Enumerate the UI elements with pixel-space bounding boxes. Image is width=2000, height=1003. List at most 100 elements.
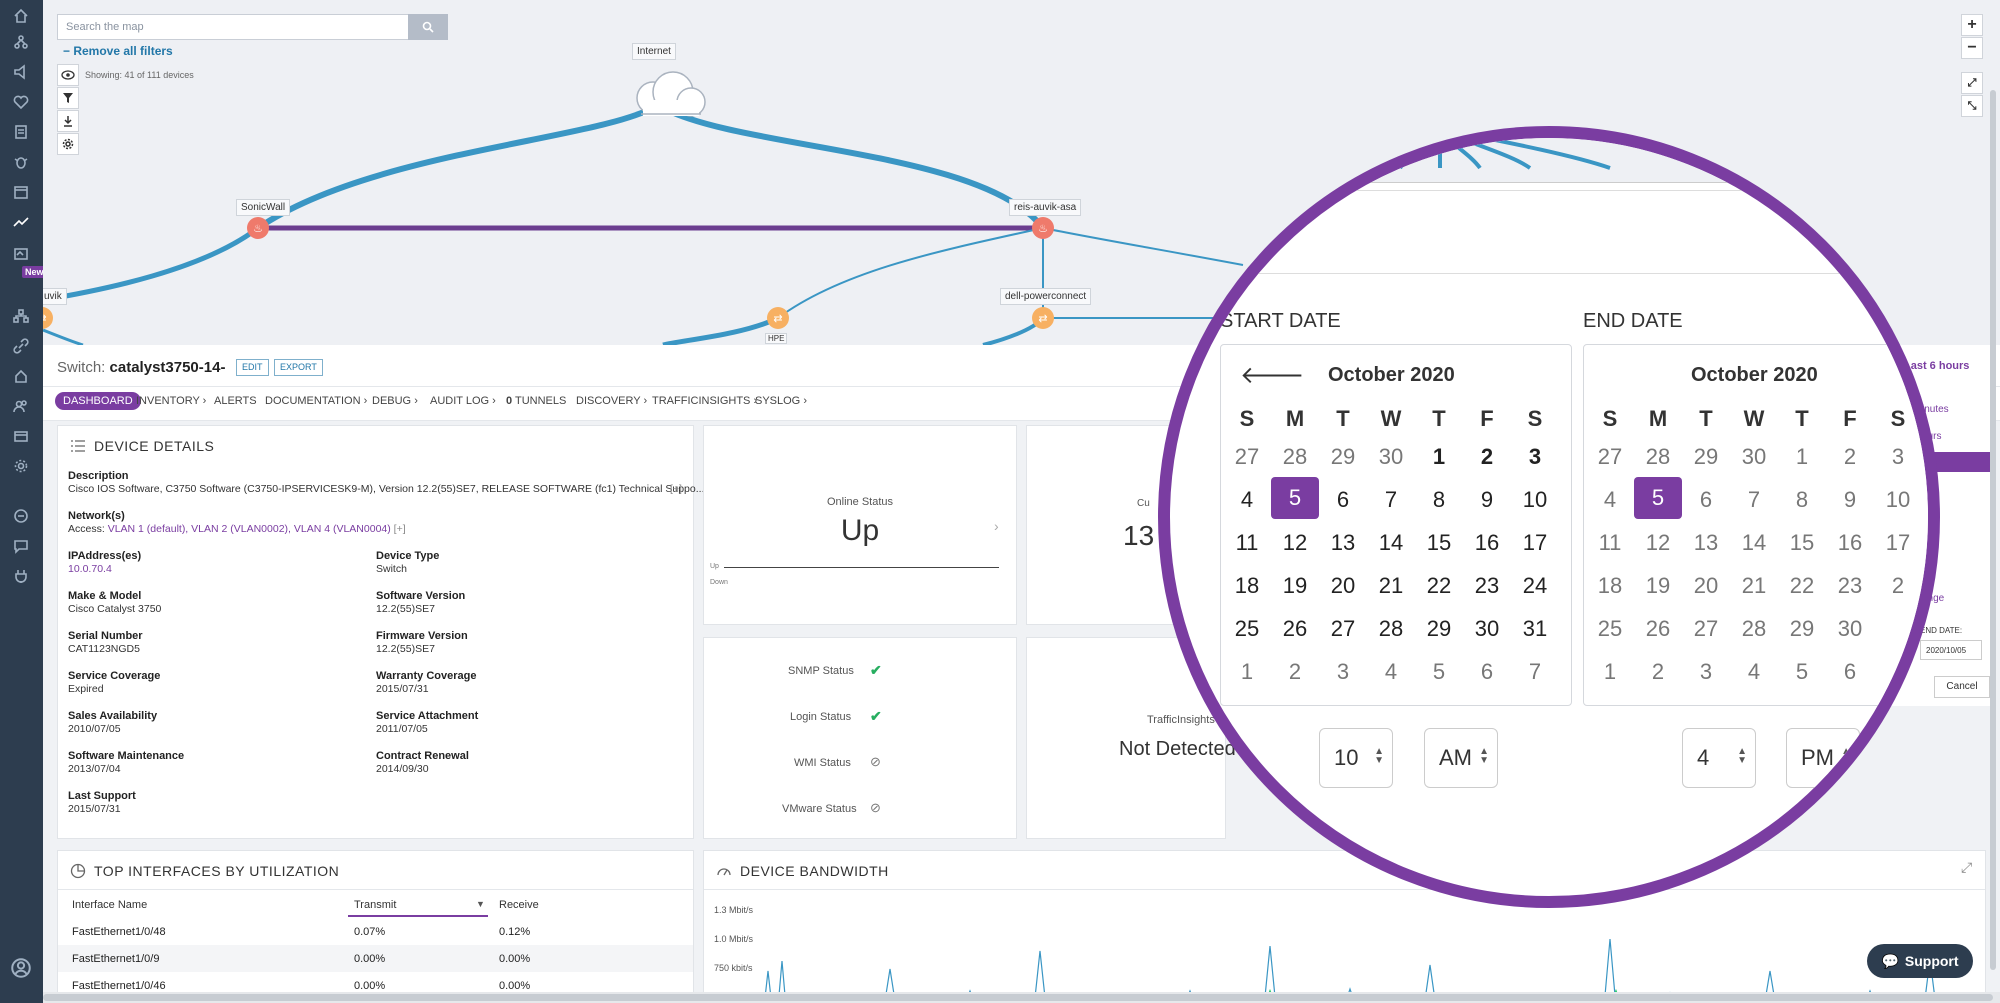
end-day-cell[interactable]: 14: [1741, 530, 1767, 555]
table-row[interactable]: FastEthernet1/0/9 0.00% 0.00%: [58, 945, 693, 972]
end-day-cell[interactable]: 12: [1645, 530, 1671, 555]
start-day-cell[interactable]: 11: [1235, 530, 1259, 555]
start-day-cell[interactable]: 2: [1480, 444, 1494, 469]
fullscreen-icon[interactable]: ⤢: [1961, 859, 1973, 875]
end-day-cell[interactable]: 27: [1693, 616, 1719, 641]
account-icon[interactable]: [10, 956, 32, 978]
reports-icon[interactable]: [11, 122, 31, 142]
node-label-asa[interactable]: reis-auvik-asa: [1009, 199, 1082, 216]
start-day-cell[interactable]: 25: [1234, 616, 1260, 641]
end-day-cell[interactable]: 22: [1789, 573, 1815, 598]
scrollbar-thumb[interactable]: [43, 994, 1993, 1001]
health-icon[interactable]: [11, 92, 31, 112]
end-day-cell[interactable]: 28: [1645, 444, 1671, 469]
end-day-cell[interactable]: 28: [1741, 616, 1767, 641]
start-day-cell[interactable]: 27: [1330, 616, 1356, 641]
column-receive[interactable]: Receive: [499, 899, 539, 911]
start-day-cell[interactable]: 6: [1336, 487, 1350, 512]
node-label-internet[interactable]: Internet: [632, 43, 676, 60]
start-day-cell[interactable]: 20: [1330, 573, 1356, 598]
expand-networks-button[interactable]: [+]: [393, 523, 406, 535]
end-day-cell[interactable]: 7: [1747, 487, 1761, 512]
end-day-cell[interactable]: 23: [1837, 573, 1863, 598]
previous-month-arrow-icon[interactable]: 🡐: [1240, 362, 1305, 389]
end-day-cell[interactable]: 27: [1597, 444, 1623, 469]
settings-icon[interactable]: [11, 456, 31, 476]
start-day-cell[interactable]: 16: [1474, 530, 1500, 555]
start-day-cell[interactable]: 7: [1384, 487, 1398, 512]
start-day-cell[interactable]: 9: [1480, 487, 1494, 512]
end-day-cell[interactable]: 1: [1603, 659, 1617, 684]
switch-icon[interactable]: ⇄: [1032, 307, 1054, 329]
topology-icon[interactable]: [11, 306, 31, 326]
end-day-cell[interactable]: 15: [1789, 530, 1815, 555]
end-day-cell[interactable]: 2: [1843, 444, 1857, 469]
end-day-cell[interactable]: 1: [1795, 444, 1809, 469]
end-day-cell[interactable]: 8: [1795, 487, 1809, 512]
firewall-icon[interactable]: ♨: [1032, 217, 1054, 239]
start-day-cell[interactable]: 1: [1432, 444, 1446, 469]
end-hour-select[interactable]: 4 ▲ ▼: [1682, 728, 1756, 788]
start-day-cell[interactable]: 7: [1528, 659, 1542, 684]
start-day-cell[interactable]: 27: [1234, 444, 1260, 469]
tab-documentation[interactable]: DOCUMENTATION ›: [265, 395, 367, 407]
home-icon[interactable]: [11, 6, 31, 26]
start-day-cell[interactable]: 21: [1378, 573, 1404, 598]
start-day-cell[interactable]: 13: [1330, 530, 1356, 555]
remove-filters-link[interactable]: − Remove all filters: [63, 44, 173, 58]
expand-description-button[interactable]: [+]: [670, 483, 682, 495]
end-day-cell[interactable]: 6: [1843, 659, 1857, 684]
end-day-cell[interactable]: 29: [1789, 616, 1815, 641]
edit-button[interactable]: EDIT: [236, 359, 269, 376]
collapse-map-button[interactable]: ⤡: [1961, 95, 1983, 117]
start-day-cell[interactable]: 4: [1240, 487, 1254, 512]
node-label-sonicwall[interactable]: SonicWall: [236, 199, 291, 216]
start-day-cell[interactable]: 3: [1336, 659, 1350, 684]
end-day-cell[interactable]: 21: [1741, 573, 1767, 598]
tab-syslog[interactable]: SYSLOG ›: [755, 395, 807, 407]
tab-dashboard[interactable]: DASHBOARD: [55, 392, 141, 410]
billing-icon[interactable]: [11, 426, 31, 446]
end-day-cell[interactable]: 11: [1598, 530, 1622, 555]
map-search-input[interactable]: Search the map: [57, 14, 409, 40]
end-day-cell[interactable]: 2: [1891, 573, 1905, 598]
networks-links[interactable]: VLAN 1 (default), VLAN 2 (VLAN0002), VLA…: [107, 523, 391, 535]
end-day-cell[interactable]: 13: [1693, 530, 1719, 555]
message-icon[interactable]: [11, 536, 31, 556]
start-day-cell[interactable]: 12: [1282, 530, 1308, 555]
end-day-cell[interactable]: 9: [1843, 487, 1857, 512]
sort-desc-icon[interactable]: ▼: [476, 899, 485, 909]
end-day-cell[interactable]: 25: [1597, 616, 1623, 641]
end-date-input[interactable]: 2020/10/05: [1920, 640, 1982, 660]
start-day-cell[interactable]: 15: [1426, 530, 1452, 555]
download-button[interactable]: [57, 110, 79, 132]
firewall-icon[interactable]: ♨: [247, 217, 269, 239]
start-day-cell[interactable]: 28: [1378, 616, 1404, 641]
end-day-cell[interactable]: 18: [1597, 573, 1623, 598]
horizontal-scrollbar[interactable]: [43, 992, 2000, 1003]
tab-discovery[interactable]: DISCOVERY ›: [576, 395, 647, 407]
debug-icon[interactable]: [11, 152, 31, 172]
end-day-cell[interactable]: 30: [1741, 444, 1767, 469]
zoom-in-button[interactable]: +: [1961, 14, 1983, 36]
start-day-cell[interactable]: 1: [1240, 659, 1254, 684]
node-label-hpe[interactable]: HPE: [765, 333, 788, 344]
tab-audit-log[interactable]: AUDIT LOG ›: [430, 395, 496, 407]
visibility-button[interactable]: [57, 64, 79, 86]
end-day-cell[interactable]: 17: [1885, 530, 1911, 555]
start-day-cell[interactable]: 2: [1288, 659, 1302, 684]
ip-value[interactable]: 10.0.70.4: [68, 563, 112, 575]
table-row[interactable]: FastEthernet1/0/48 0.07% 0.12%: [58, 918, 693, 945]
start-day-cell[interactable]: 26: [1282, 616, 1308, 641]
start-day-cell[interactable]: 24: [1522, 573, 1548, 598]
node-label-dell[interactable]: dell-powerconnect: [1000, 288, 1092, 305]
traffic-icon[interactable]: [11, 244, 31, 264]
tab-inventory[interactable]: INVENTORY ›: [136, 395, 206, 407]
end-day-cell[interactable]: 16: [1837, 530, 1863, 555]
alerts-icon[interactable]: [11, 62, 31, 82]
vertical-scrollbar[interactable]: [1990, 90, 1996, 970]
cancel-button[interactable]: Cancel: [1934, 676, 1990, 698]
tab-trafficinsights[interactable]: TRAFFICINSIGHTS ›: [652, 395, 757, 407]
start-day-cell[interactable]: 22: [1426, 573, 1452, 598]
start-calendar[interactable]: [1220, 344, 1572, 706]
